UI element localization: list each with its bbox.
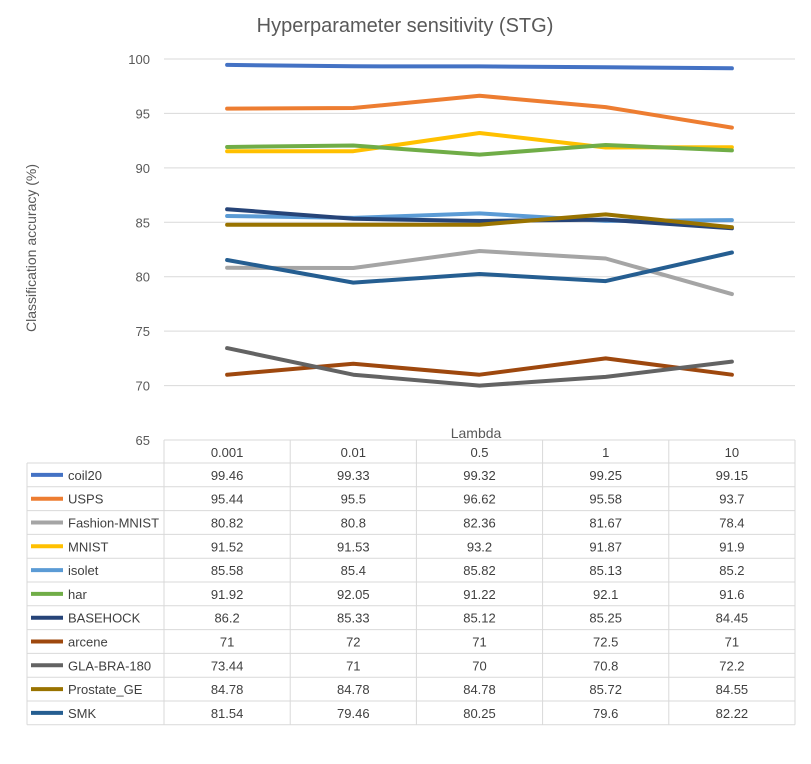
y-tick-label: 65 bbox=[136, 433, 150, 448]
series-line-har bbox=[225, 143, 734, 157]
series-line-USPS bbox=[225, 93, 734, 130]
x-tick-label: 0.01 bbox=[341, 445, 366, 460]
table-cell-value: 91.92 bbox=[211, 587, 244, 602]
table-cell-value: 84.45 bbox=[716, 611, 749, 626]
table-cell-value: 84.78 bbox=[211, 682, 244, 697]
table-cell-value: 85.82 bbox=[463, 563, 496, 578]
table-cell-value: 79.46 bbox=[337, 706, 370, 721]
table-cell-value: 92.05 bbox=[337, 587, 370, 602]
table-cell-value: 91.87 bbox=[589, 539, 622, 554]
series-line-BASEHOCK bbox=[225, 207, 734, 231]
table-cell-value: 96.62 bbox=[463, 492, 496, 507]
y-tick-label: 75 bbox=[136, 324, 150, 339]
series-line-Prostate_GE bbox=[225, 212, 734, 230]
table-cell-value: 93.2 bbox=[467, 539, 492, 554]
table-cell-value: 84.55 bbox=[716, 682, 749, 697]
table-cell-value: 78.4 bbox=[719, 516, 744, 531]
gridlines bbox=[164, 58, 795, 387]
series-line-SMK bbox=[225, 250, 734, 285]
table-cell-value: 71 bbox=[725, 635, 739, 650]
table-cell-value: 80.25 bbox=[463, 706, 496, 721]
legend-label: BASEHOCK bbox=[68, 611, 141, 626]
x-tick-label: 0.001 bbox=[211, 445, 244, 460]
table-cell-value: 91.52 bbox=[211, 539, 244, 554]
y-tick-label: 70 bbox=[136, 379, 150, 394]
table-cell-value: 85.72 bbox=[589, 682, 622, 697]
series-line-GLA-BRA-180 bbox=[225, 346, 734, 388]
table-cell-value: 95.5 bbox=[341, 492, 366, 507]
y-tick-label: 80 bbox=[136, 270, 150, 285]
table-cell-value: 93.7 bbox=[719, 492, 744, 507]
table-cell-value: 72 bbox=[346, 635, 360, 650]
y-tick-label: 95 bbox=[136, 106, 150, 121]
y-tick-label: 90 bbox=[136, 161, 150, 176]
legend-label: USPS bbox=[68, 492, 104, 507]
table-cell-value: 79.6 bbox=[593, 706, 618, 721]
table-cell-value: 91.6 bbox=[719, 587, 744, 602]
table-cell-value: 81.54 bbox=[211, 706, 244, 721]
series-lines bbox=[225, 62, 734, 388]
legend-label: GLA-BRA-180 bbox=[68, 658, 151, 673]
table-cell-value: 82.36 bbox=[463, 516, 496, 531]
table-cell-value: 70 bbox=[472, 658, 486, 673]
chart-title: Hyperparameter sensitivity (STG) bbox=[257, 15, 554, 37]
legend-label: SMK bbox=[68, 706, 97, 721]
table-cell-value: 85.25 bbox=[589, 611, 622, 626]
y-tick-label: 85 bbox=[136, 215, 150, 230]
table-cell-value: 91.22 bbox=[463, 587, 496, 602]
table-cell-value: 85.58 bbox=[211, 563, 244, 578]
table-cell-value: 84.78 bbox=[463, 682, 496, 697]
table-cell-value: 84.78 bbox=[337, 682, 370, 697]
table-cell-value: 91.9 bbox=[719, 539, 744, 554]
legend-label: MNIST bbox=[68, 539, 109, 554]
table-cell-value: 73.44 bbox=[211, 658, 244, 673]
table-cell-value: 91.53 bbox=[337, 539, 370, 554]
table-cell-value: 71 bbox=[472, 635, 486, 650]
table-cell-value: 86.2 bbox=[214, 611, 239, 626]
table-cell-value: 85.13 bbox=[589, 563, 622, 578]
table-cell-value: 81.67 bbox=[589, 516, 622, 531]
x-tick-label: 0.5 bbox=[470, 445, 488, 460]
table-cell-value: 80.82 bbox=[211, 516, 244, 531]
table-cell-value: 95.58 bbox=[589, 492, 622, 507]
table-cell-value: 85.12 bbox=[463, 611, 496, 626]
table-cell-value: 70.8 bbox=[593, 658, 618, 673]
y-axis-ticks: 100 95 90 85 80 75 70 65 bbox=[128, 52, 150, 448]
table-cell-value: 72.2 bbox=[719, 658, 744, 673]
x-tick-label: 1 bbox=[602, 445, 609, 460]
table-cell-value: 80.8 bbox=[341, 516, 366, 531]
table-cell-value: 85.2 bbox=[719, 563, 744, 578]
table-cell-value: 99.33 bbox=[337, 468, 370, 483]
table-cell-value: 72.5 bbox=[593, 635, 618, 650]
table-cell-value: 85.4 bbox=[341, 563, 366, 578]
table-cell-value: 92.1 bbox=[593, 587, 618, 602]
legend-label: Fashion-MNIST bbox=[68, 516, 159, 531]
legend-label: Prostate_GE bbox=[68, 682, 143, 697]
legend-label: har bbox=[68, 587, 87, 602]
table-cell-value: 71 bbox=[220, 635, 234, 650]
y-axis-title: Classification accuracy (%) bbox=[23, 164, 39, 332]
table-cell-value: 71 bbox=[346, 658, 360, 673]
table-cell-value: 99.32 bbox=[463, 468, 496, 483]
table-cell-value: 95.44 bbox=[211, 492, 244, 507]
y-tick-label: 100 bbox=[128, 52, 150, 67]
table-cell-value: 85.33 bbox=[337, 611, 370, 626]
table-cell-value: 99.25 bbox=[589, 468, 622, 483]
series-line-coil20 bbox=[225, 62, 734, 71]
table-cell-value: 82.22 bbox=[716, 706, 749, 721]
table-cell-value: 99.15 bbox=[716, 468, 749, 483]
x-axis-title: Lambda bbox=[451, 425, 502, 441]
x-tick-label: 10 bbox=[725, 445, 739, 460]
table-cell-value: 99.46 bbox=[211, 468, 244, 483]
legend-label: isolet bbox=[68, 563, 99, 578]
data-table: 0.001 0.01 0.5 1 10 coil20 99.46 99.33 99.32 99.2… bbox=[26, 439, 796, 726]
legend-label: coil20 bbox=[68, 468, 102, 483]
legend-label: arcene bbox=[68, 635, 108, 650]
